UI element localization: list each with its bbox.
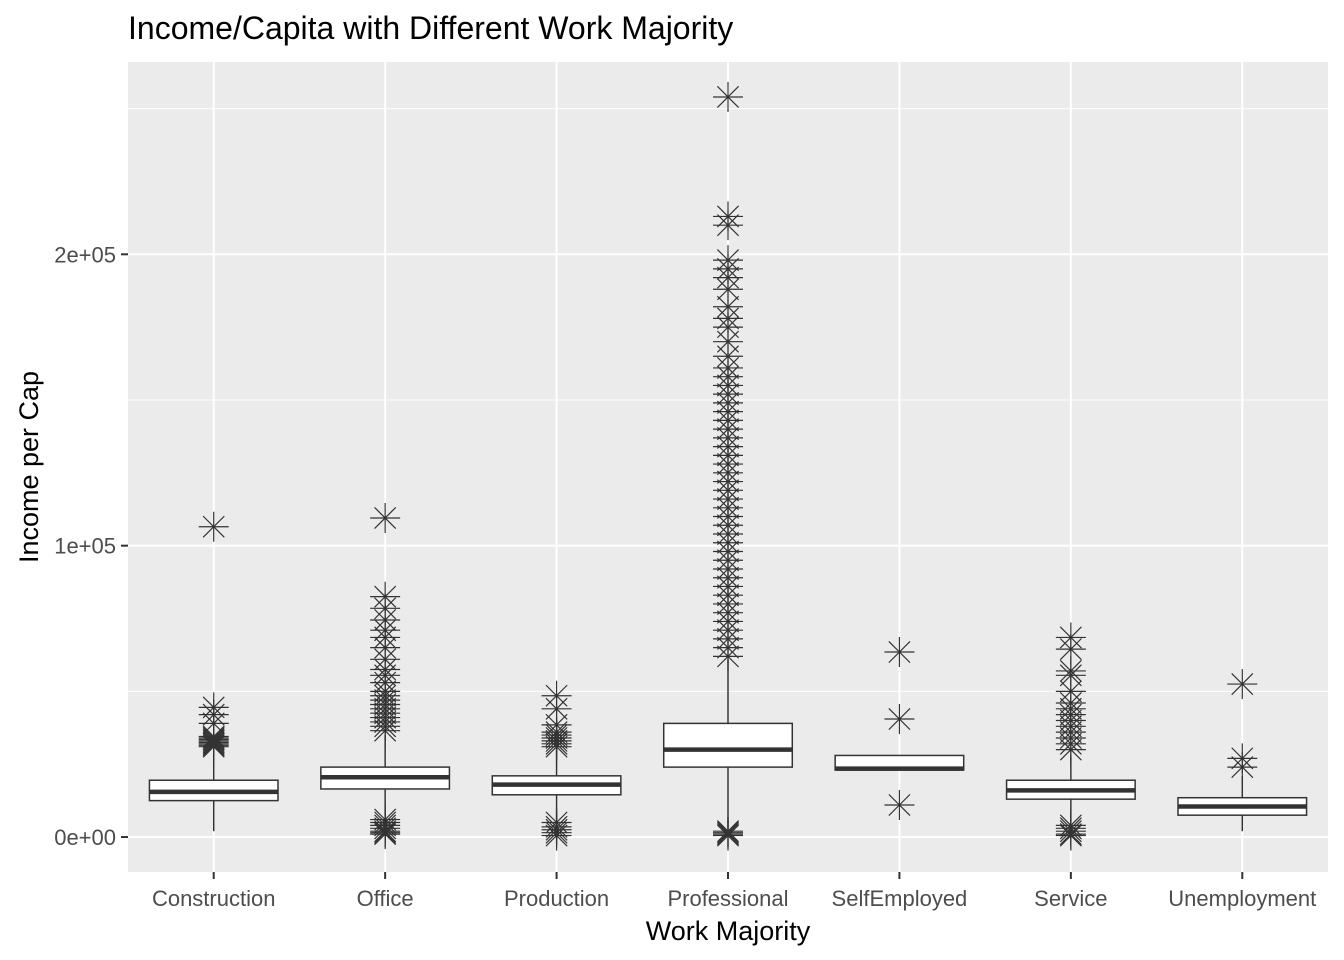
outlier-point: [1055, 820, 1086, 851]
outlier-point: [713, 820, 743, 851]
outlier-point: [370, 819, 401, 850]
x-tick-label: Unemployment: [1168, 886, 1316, 911]
outlier-point: [370, 502, 401, 533]
x-axis-title: Work Majority: [646, 916, 811, 946]
outlier-point: [541, 731, 572, 762]
outlier-point: [713, 641, 743, 672]
box-layer: [148, 81, 1308, 851]
iqr-box: [662, 722, 794, 768]
axis-layer: 0e+00 1e+05 2e+05 Construction Office Product…: [54, 242, 1316, 911]
outlier-point: [884, 789, 915, 820]
outlier-point: [884, 637, 915, 668]
x-tick-label: Service: [1034, 886, 1107, 911]
x-tick-label: Production: [504, 886, 609, 911]
outlier-point: [713, 81, 743, 112]
outlier-point: [541, 693, 572, 724]
x-tick-label: Office: [357, 886, 414, 911]
outlier-point: [1227, 752, 1258, 783]
box-construction: [148, 511, 279, 832]
x-tick-label: Construction: [152, 886, 276, 911]
outlier-point: [198, 731, 229, 762]
chart-title: Income/Capita with Different Work Majori…: [128, 10, 734, 46]
y-axis-title: Income per Cap: [14, 371, 44, 563]
box-unemployment: [1177, 669, 1308, 832]
outlier-point: [1227, 669, 1258, 700]
box-office: [320, 502, 451, 850]
box-selfemployed: [834, 637, 965, 820]
x-tick-label: SelfEmployed: [832, 886, 968, 911]
outlier-point: [541, 820, 572, 851]
outlier-point: [198, 511, 229, 542]
box-professional: [662, 81, 794, 851]
y-tick-label: 1e+05: [54, 534, 116, 559]
x-tick-label: Professional: [667, 886, 788, 911]
box-production: [491, 680, 622, 851]
y-tick-label: 0e+00: [54, 825, 116, 850]
outlier-point: [370, 715, 401, 746]
outlier-point: [884, 704, 915, 735]
outlier-point: [713, 210, 743, 241]
outlier-point: [1055, 734, 1086, 765]
y-tick-label: 2e+05: [54, 242, 116, 267]
box-service: [1005, 622, 1136, 851]
